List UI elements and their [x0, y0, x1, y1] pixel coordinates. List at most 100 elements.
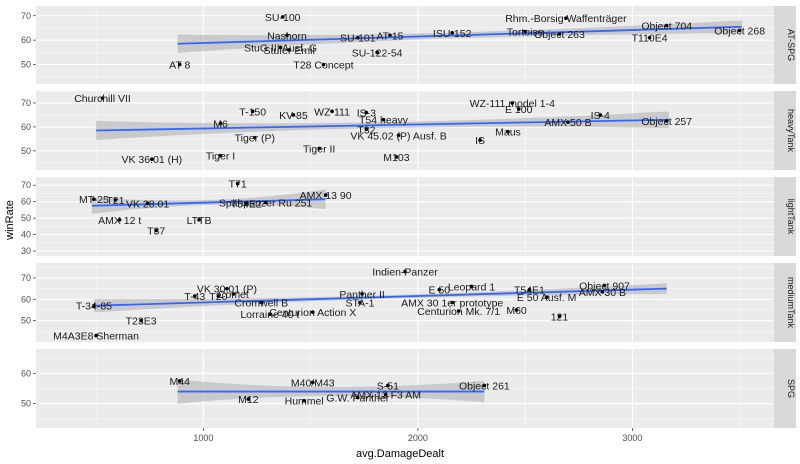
point-label: S-51 — [377, 380, 399, 392]
data-point — [216, 294, 221, 298]
point-label: KV-85 — [279, 110, 308, 122]
data-point — [278, 45, 283, 50]
data-point — [323, 193, 328, 197]
panel-background — [36, 177, 774, 256]
point-label: Tiger I — [206, 151, 235, 163]
point-label: M44 — [170, 376, 191, 388]
data-point — [244, 201, 249, 206]
data-point — [250, 109, 255, 114]
y-tick-label: 40 — [21, 230, 31, 240]
x-tick-label: 3000 — [622, 433, 642, 443]
point-label: T20 — [209, 291, 227, 303]
data-point — [364, 127, 369, 132]
data-point — [600, 290, 605, 294]
point-label: VK 28.01 — [126, 198, 169, 210]
data-point — [602, 283, 607, 288]
point-label: WZ-111 model 1-4 — [470, 98, 556, 110]
point-label: 121 — [551, 311, 569, 323]
data-point — [557, 32, 562, 36]
data-point — [647, 35, 652, 40]
data-point — [544, 295, 549, 299]
trend-line — [177, 25, 742, 45]
data-point — [113, 198, 118, 202]
point-label: T32 — [357, 124, 375, 136]
data-point — [510, 101, 515, 105]
facet-strip — [774, 177, 796, 256]
y-tick-label: 70 — [21, 273, 31, 283]
point-label: SU-101 — [340, 33, 376, 45]
point-label: M12 — [238, 394, 259, 406]
trend-line — [93, 287, 667, 307]
facet-strip — [774, 91, 796, 170]
confidence-ribbon — [177, 20, 742, 54]
point-label: T37 — [147, 225, 165, 237]
data-point — [478, 138, 482, 142]
point-label: StuG III Ausf. G — [244, 42, 317, 54]
data-point — [598, 113, 603, 117]
data-point — [218, 121, 223, 126]
data-point — [506, 129, 510, 134]
point-label: MT-25 — [79, 194, 109, 206]
y-tick-label: 60 — [21, 35, 31, 45]
data-point — [235, 181, 240, 186]
data-point — [259, 300, 264, 305]
point-label: E 50 — [429, 285, 451, 297]
point-label: Maus — [495, 127, 521, 139]
facet-panel-spg: 50 60 M44 M40/M43 S-51 Object 261 AMX 13 F3 AM… — [21, 349, 796, 428]
data-point — [403, 269, 407, 274]
point-label: T28 Concept — [293, 60, 353, 72]
data-point — [514, 308, 519, 312]
point-label: Leopard 1 — [448, 281, 495, 293]
point-label: Indien-Panzer — [372, 267, 438, 279]
point-label: M4A3E8 Sherman — [53, 331, 139, 343]
y-tick-label: 50 — [21, 213, 31, 223]
point-label: Panther II — [339, 289, 385, 301]
data-point — [225, 286, 229, 291]
data-point — [92, 197, 96, 202]
x-axis: 1000 2000 3000 — [193, 428, 642, 443]
facet-panels: 50 60 70 SU-100 Rhm.-Borsig Waffenträger Obje… — [21, 6, 796, 428]
point-label: T21 — [106, 195, 124, 207]
point-label: AMX 13 90 — [300, 190, 352, 202]
data-point — [375, 50, 379, 55]
data-point — [564, 16, 568, 20]
y-tick-label: 70 — [21, 180, 31, 190]
point-label: T23E3 — [126, 316, 157, 328]
trend-line — [91, 198, 326, 207]
point-label: AMX 12 t — [98, 215, 141, 227]
point-label: VK 36.01 (H) — [121, 154, 182, 166]
y-tick-label: 50 — [21, 399, 31, 409]
facet-panel-mediumtank: 50 60 70 Indien-Panzer Object 907 E 50 T54E1 VK… — [21, 263, 796, 343]
data-point — [516, 107, 521, 111]
data-point — [386, 383, 390, 388]
point-label: VK 45.02 (P) Ausf. B — [350, 130, 446, 142]
data-point — [388, 33, 392, 38]
data-point — [381, 117, 386, 122]
facet-strip — [774, 6, 796, 84]
data-point — [287, 48, 291, 52]
data-point — [285, 33, 289, 38]
y-tick-label: 70 — [21, 11, 31, 21]
facet-panel-heavytank: 50 60 70 Churchill VII WZ-111 model 1-4E 100… — [21, 90, 796, 170]
data-point — [268, 312, 272, 317]
data-point — [396, 133, 401, 138]
point-label: Stufer Emil — [263, 45, 314, 57]
point-label: G.W. Panther — [326, 393, 390, 405]
y-tick-label: 60 — [21, 122, 31, 132]
data-point — [364, 110, 369, 115]
point-label: Object 268 — [714, 25, 765, 37]
point-label: Lorraine 40 t — [240, 309, 299, 321]
point-label: M103 — [383, 152, 409, 164]
y-axis-title: winRate — [4, 200, 16, 241]
point-label: IS-3 — [357, 108, 376, 120]
facet-strip-label: SPG — [786, 379, 796, 398]
facet-strip-label: AT-SPG — [786, 29, 796, 61]
data-point — [139, 318, 143, 323]
data-point — [394, 155, 399, 159]
facet-strip-label: heavyTank — [786, 109, 796, 153]
point-label: AT 8 — [169, 60, 190, 72]
point-label: T54E1 — [514, 285, 545, 297]
data-point — [356, 395, 360, 400]
